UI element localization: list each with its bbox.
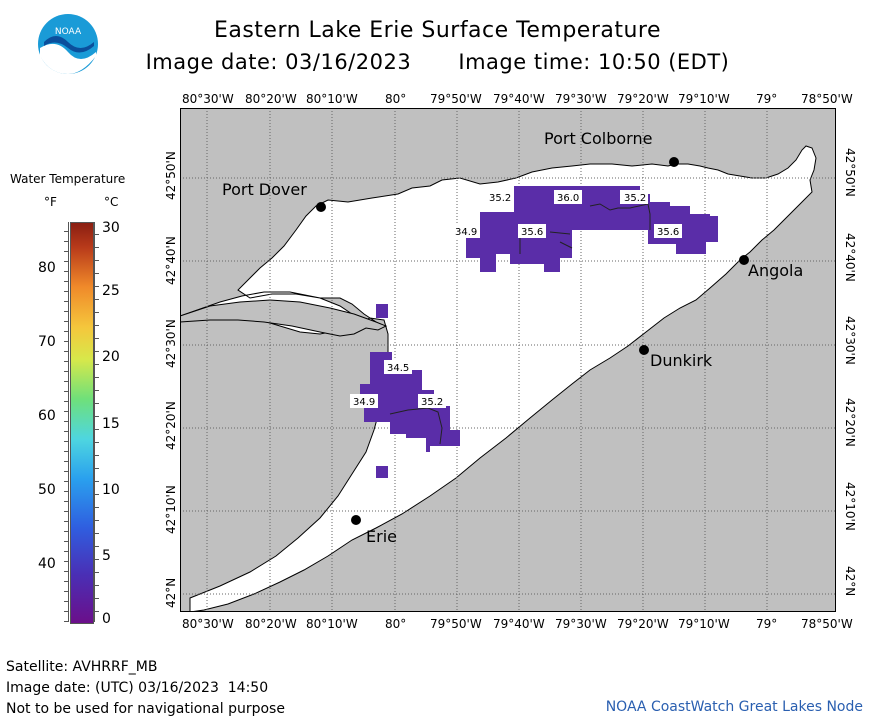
legend-unit-c: °C xyxy=(104,195,119,209)
lat-label: 42°30'N xyxy=(164,319,178,368)
city-label-dunkirk: Dunkirk xyxy=(650,351,713,370)
city-marker-port-colborne xyxy=(669,157,679,167)
legend-c-label: 5 xyxy=(102,548,111,564)
lon-label: 79°20'W xyxy=(617,92,669,106)
lon-label: 79°30'W xyxy=(555,92,607,106)
image-time: Image time: 10:50 (EDT) xyxy=(458,50,730,74)
satellite-info: Satellite: AVHRRF_MB xyxy=(6,659,158,675)
utc-date: Image date: (UTC) 03/16/2023 14:50 xyxy=(6,680,269,696)
lat-label: 42°N xyxy=(843,566,857,597)
lon-label: 79°10'W xyxy=(678,617,730,631)
lon-label: 80° xyxy=(385,617,407,631)
lon-label: 79°40'W xyxy=(493,92,545,106)
legend-f-label: 60 xyxy=(38,408,56,424)
contour-value-labels: 35.2 36.0 35.2 34.9 35.6 35.6 34.5 34.9 … xyxy=(350,190,682,408)
lat-label: 42°40'N xyxy=(843,233,857,282)
lon-label: 80°10'W xyxy=(306,617,358,631)
image-date: Image date: 03/16/2023 xyxy=(145,50,412,74)
city-marker-erie xyxy=(351,515,361,525)
lat-label: 42°N xyxy=(164,577,178,608)
city-label-port-colborne: Port Colborne xyxy=(544,129,652,148)
lon-label: 80°20'W xyxy=(245,92,297,106)
temperature-patch-west xyxy=(360,352,460,478)
contour-label: 36.0 xyxy=(557,193,579,204)
lon-label: 80°20'W xyxy=(245,617,297,631)
lon-label: 80°10'W xyxy=(306,92,358,106)
lon-label: 79°10'W xyxy=(678,92,730,106)
legend-f-label: 50 xyxy=(38,482,56,498)
lon-label: 79°40'W xyxy=(493,617,545,631)
lake-water xyxy=(180,145,817,612)
legend-ticks-c xyxy=(94,222,99,622)
lat-label: 42°40'N xyxy=(164,236,178,285)
lat-label: 42°30'N xyxy=(843,316,857,365)
city-marker-port-dover xyxy=(316,202,326,212)
contour-label: 35.6 xyxy=(657,227,679,238)
city-label-port-dover: Port Dover xyxy=(222,180,307,199)
map-frame xyxy=(180,108,836,612)
contour-line xyxy=(559,241,573,249)
lat-label: 42°50'N xyxy=(164,151,178,200)
image-date-time: Image date: 03/16/2023 Image time: 10:50… xyxy=(0,50,875,74)
legend-c-label: 25 xyxy=(102,283,120,299)
contour-line xyxy=(389,407,443,445)
disclaimer: Not to be used for navigational purpose xyxy=(6,701,285,717)
city-label-erie: Erie xyxy=(366,527,397,546)
lat-label: 42°20'N xyxy=(164,401,178,450)
legend-c-label: 30 xyxy=(102,220,120,236)
lon-label: 80°30'W xyxy=(182,617,234,631)
lon-label: 79°50'W xyxy=(430,92,482,106)
contour-label: 34.9 xyxy=(353,397,375,408)
city-marker-angola xyxy=(739,255,749,265)
contour-label: 35.2 xyxy=(624,193,646,204)
svg-text:NOAA: NOAA xyxy=(55,27,82,37)
lake-erie-map: Port Dover Port Colborne Angola Dunkirk … xyxy=(180,108,836,612)
map-title: Eastern Lake Erie Surface Temperature xyxy=(213,18,662,43)
legend-f-label: 80 xyxy=(38,260,56,276)
legend-unit-f: °F xyxy=(44,195,57,209)
legend-c-label: 10 xyxy=(102,482,120,498)
lon-label: 78°50'W xyxy=(801,92,853,106)
contour-line xyxy=(549,231,571,235)
lon-label: 79°50'W xyxy=(430,617,482,631)
city-marker-dunkirk xyxy=(639,345,649,355)
contour-label: 34.9 xyxy=(455,227,477,238)
temperature-patch-east xyxy=(376,186,718,318)
legend-f-label: 40 xyxy=(38,556,56,572)
lat-label: 42°20'N xyxy=(843,398,857,447)
legend-f-label: 70 xyxy=(38,334,56,350)
lon-label: 80° xyxy=(385,92,407,106)
legend-ticks-f xyxy=(64,222,69,622)
lon-label: 78°50'W xyxy=(801,617,853,631)
lat-label: 42°10'N xyxy=(843,482,857,531)
contour-label: 35.6 xyxy=(521,227,543,238)
contour-line xyxy=(589,203,651,230)
lon-label: 80°30'W xyxy=(182,92,234,106)
legend-title: Water Temperature xyxy=(10,172,126,186)
contour-label: 35.2 xyxy=(421,397,443,408)
legend-color-bar xyxy=(70,222,94,624)
lon-label: 79°30'W xyxy=(555,617,607,631)
credit-line: NOAA CoastWatch Great Lakes Node xyxy=(605,699,863,715)
lat-label: 42°50'N xyxy=(843,148,857,197)
legend-c-label: 0 xyxy=(102,611,111,627)
contour-label: 34.5 xyxy=(387,363,409,374)
noaa-logo: NOAA xyxy=(38,14,98,74)
lon-label: 79° xyxy=(756,92,778,106)
lon-label: 79°20'W xyxy=(617,617,669,631)
contour-label: 35.2 xyxy=(489,193,511,204)
lon-label: 79° xyxy=(756,617,778,631)
long-point xyxy=(180,299,388,337)
legend-c-label: 15 xyxy=(102,416,120,432)
lat-label: 42°10'N xyxy=(164,485,178,534)
graticule xyxy=(180,108,836,612)
legend-c-label: 20 xyxy=(102,349,120,365)
city-label-angola: Angola xyxy=(748,261,803,280)
